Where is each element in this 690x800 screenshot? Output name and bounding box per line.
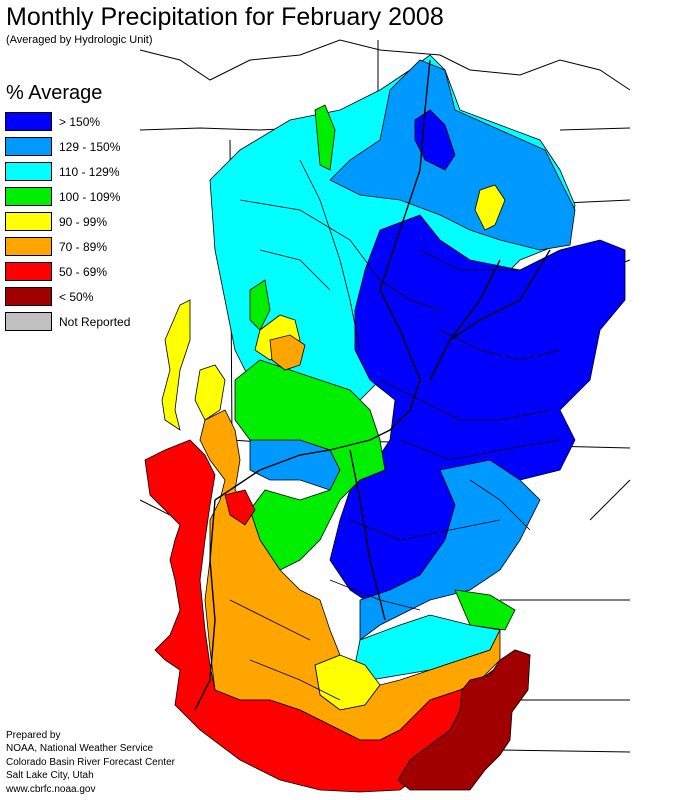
- legend-item: 110 - 129%: [5, 159, 130, 184]
- rivers: [194, 59, 551, 711]
- legend-label: 50 - 69%: [59, 264, 108, 279]
- credit-line: Colorado Basin River Forecast Center: [6, 756, 175, 768]
- legend-swatch: [5, 287, 52, 306]
- legend-item: > 150%: [5, 109, 130, 134]
- legend: > 150% 129 - 150% 110 - 129% 100 - 109% …: [5, 109, 130, 334]
- map-subtitle: (Averaged by Hydrologic Unit): [6, 34, 153, 46]
- region-darkred: [397, 649, 531, 791]
- legend-label: > 150%: [59, 114, 101, 129]
- legend-swatch: [5, 312, 52, 331]
- credit-line: www.cbrfc.noaa.gov: [6, 783, 96, 795]
- legend-label: 110 - 129%: [59, 164, 120, 179]
- map-title: Monthly Precipitation for February 2008: [6, 3, 444, 31]
- credits: Prepared by NOAA, National Weather Servi…: [6, 729, 175, 796]
- legend-item: < 50%: [5, 284, 130, 309]
- legend-label: 129 - 150%: [59, 139, 121, 154]
- legend-swatch: [5, 112, 52, 131]
- credit-line: NOAA, National Weather Service: [6, 743, 154, 755]
- legend-swatch: [5, 262, 52, 281]
- legend-swatch: [5, 187, 52, 206]
- region-yellow: [161, 184, 506, 711]
- legend-label: Not Reported: [59, 314, 131, 329]
- legend-item: 50 - 69%: [5, 259, 130, 284]
- legend-label: < 50%: [59, 289, 94, 304]
- credit-line: Prepared by: [6, 730, 61, 741]
- legend-swatch: [5, 212, 52, 231]
- legend-item: 90 - 99%: [5, 209, 130, 234]
- legend-item: 129 - 150%: [5, 134, 130, 159]
- legend-item: 70 - 89%: [5, 234, 130, 259]
- legend-heading: % Average: [6, 82, 103, 104]
- legend-item: 100 - 109%: [5, 184, 130, 209]
- basin-lines: [229, 159, 561, 701]
- legend-item: Not Reported: [5, 309, 130, 334]
- credit-line: Salt Lake City, Utah: [6, 770, 94, 782]
- legend-label: 70 - 89%: [59, 239, 108, 254]
- legend-label: 90 - 99%: [59, 214, 108, 229]
- legend-swatch: [5, 162, 52, 181]
- legend-label: 100 - 109%: [59, 189, 121, 204]
- legend-swatch: [5, 237, 52, 256]
- legend-swatch: [5, 137, 52, 156]
